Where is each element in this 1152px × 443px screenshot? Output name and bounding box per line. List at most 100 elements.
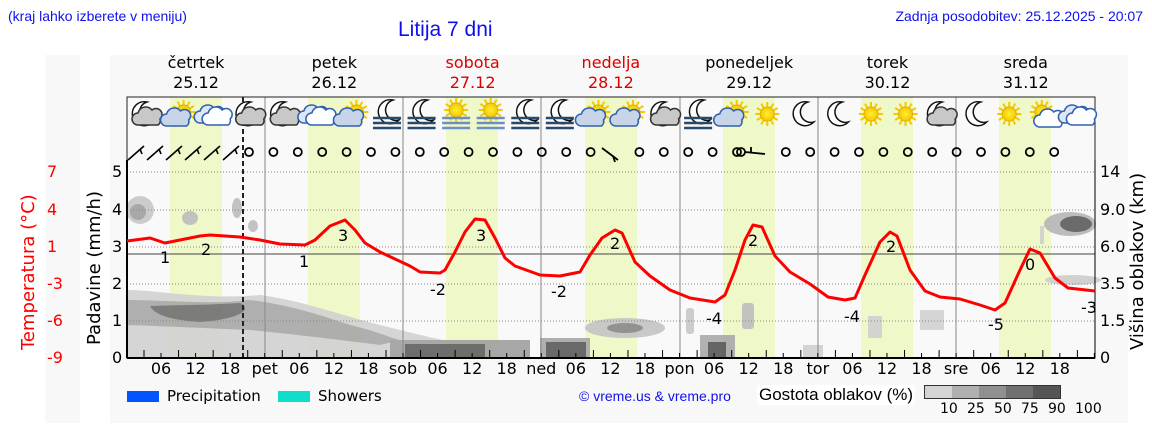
x-tick-label: 06 (842, 359, 863, 378)
x-tick-label: 18 (773, 359, 794, 378)
calm-wind-icon (683, 147, 694, 157)
wind-barb-icon (222, 145, 240, 161)
precip-tick: 3 (112, 237, 123, 256)
calm-wind-icon (1024, 147, 1035, 157)
precip-tick: 0 (112, 348, 123, 367)
calm-wind-icon (585, 147, 596, 157)
calm-wind-icon (341, 147, 352, 157)
day-date: 30.12 (864, 73, 911, 92)
temperature-point-label: -4 (706, 309, 722, 328)
partly-sunny-icon (159, 100, 196, 127)
page-title: Litija 7 dni (398, 18, 493, 41)
day-name: ponedeljek (705, 53, 794, 72)
scale-label: 50 (994, 401, 1012, 417)
wind-barb-icon (146, 145, 164, 161)
x-tick-label: 12 (876, 359, 898, 378)
cloud-density (126, 196, 1101, 358)
scale-label: 75 (1021, 401, 1039, 417)
calm-wind-icon (244, 147, 254, 157)
temperature-point-label: -3 (1081, 298, 1097, 317)
calm-wind-icon (488, 147, 498, 157)
wind-barb-icon (601, 147, 619, 163)
day-header: petek 26.12 (265, 53, 403, 93)
day-name: četrtek (167, 53, 225, 72)
region-hint[interactable]: (kraj lahko izberete v meniju) (8, 8, 187, 24)
x-tick-label: 12 (323, 359, 345, 378)
day-date: 28.12 (587, 73, 634, 92)
day-date: 25.12 (173, 73, 219, 92)
night-fog-icon (684, 98, 713, 130)
calm-wind-icon (439, 147, 450, 157)
temp-axis-panel (45, 55, 80, 423)
scale-label: 25 (967, 401, 985, 417)
calm-wind-icon (317, 147, 328, 157)
sunny-icon (755, 102, 780, 126)
x-tick-label: 06 (289, 359, 310, 378)
x-tick-label: 06 (980, 359, 1001, 378)
night-cloudy-icon (234, 100, 267, 127)
x-tick-label: sob (388, 359, 418, 378)
partly-sunny-icon (712, 100, 749, 127)
partly-sunny-icon (574, 100, 611, 127)
last-updated: Zadnja posodobitev: 25.12.2025 - 20:07 (895, 8, 1143, 24)
scale-label: 90 (1048, 401, 1066, 417)
cloudy-icon (193, 104, 233, 126)
day-name: nedelja (581, 53, 641, 72)
x-tick-label: 12 (461, 359, 483, 378)
day-date: 26.12 (311, 73, 358, 92)
partly-sunny-icon (609, 100, 645, 127)
calm-wind-icon (951, 147, 962, 157)
calm-wind-icon (366, 147, 376, 157)
x-tick-label: pet (251, 359, 278, 378)
partly-sunny-icon (332, 100, 369, 127)
cloudy-icon (1057, 104, 1098, 126)
day-date: 27.12 (449, 73, 496, 92)
wind-barb-icon (184, 145, 202, 161)
x-tick-label: 18 (358, 359, 379, 378)
showers-swatch (278, 390, 310, 402)
temperature-point-label: -4 (844, 307, 860, 326)
sun-fog-icon (442, 98, 471, 130)
night-fog-icon (511, 98, 540, 130)
temp-tick: -9 (47, 348, 63, 367)
night-cloudy-icon (269, 100, 302, 127)
legend-showers: Showers (278, 387, 382, 405)
calm-wind-icon (805, 147, 816, 157)
temperature-point-label: -2 (551, 282, 567, 301)
cloud-density-scale-labels: 10 25 50 75 90 100 (940, 401, 1110, 417)
temperature-point-label: 1 (160, 248, 171, 267)
cloud-height-tick: 9.0 (1100, 200, 1126, 219)
calm-wind-icon (1049, 147, 1060, 157)
night-fog-icon (545, 98, 575, 130)
day-name: petek (311, 53, 357, 72)
day-header: ponedeljek 29.12 (680, 53, 818, 93)
day-name: torek (866, 53, 909, 72)
x-tick-label: 12 (185, 359, 206, 378)
x-tick-label: 06 (427, 359, 448, 378)
temp-tick: 1 (47, 237, 58, 256)
night-fog-icon (372, 98, 402, 130)
moon-icon (827, 100, 851, 127)
day-header: četrtek 25.12 (127, 53, 265, 93)
cloud-height-tick: 1.5 (1100, 311, 1126, 330)
calm-wind-icon (634, 147, 645, 157)
legend-showers-label: Showers (318, 387, 382, 405)
day-header: torek 30.12 (819, 53, 957, 93)
day-header: nedelja 28.12 (542, 53, 680, 93)
calm-wind-icon (658, 147, 669, 157)
x-tick-label: tor (806, 359, 830, 378)
x-tick-label: 18 (219, 359, 241, 378)
day-name: sobota (445, 53, 500, 72)
sunny-icon (858, 102, 883, 126)
x-tick-label: 06 (565, 359, 586, 378)
legend-precipitation-label: Precipitation (167, 387, 261, 405)
credit-link[interactable]: © vreme.us & vreme.pro (579, 388, 731, 404)
day-date: 31.12 (1002, 73, 1049, 92)
temperature-point-label: 1 (299, 252, 310, 271)
calm-wind-icon (536, 147, 547, 157)
scale-label: 100 (1075, 401, 1102, 417)
calm-wind-icon (707, 147, 718, 157)
x-tick-label: 12 (600, 359, 621, 378)
calm-wind-icon (414, 147, 425, 157)
x-tick-label: sre (943, 359, 969, 378)
